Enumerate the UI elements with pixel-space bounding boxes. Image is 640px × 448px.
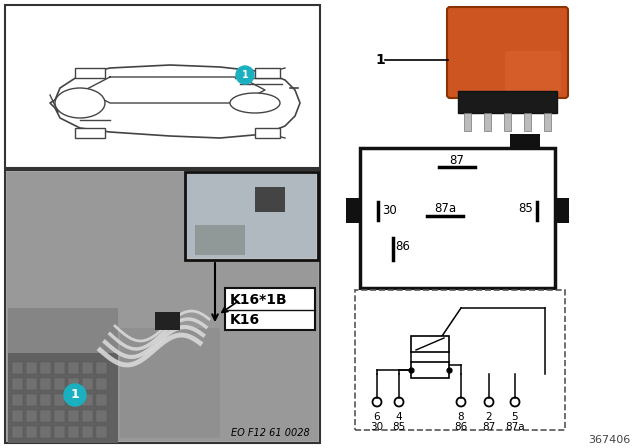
Bar [96,362,107,374]
Bar [54,410,65,422]
Text: 2: 2 [486,412,492,422]
Bar [484,113,491,131]
Bar [12,410,23,422]
Bar [54,394,65,406]
Bar [195,225,245,255]
Bar [82,426,93,438]
Bar [8,358,88,438]
Bar [544,113,551,131]
Bar [96,378,107,390]
Bar [187,174,316,258]
Bar [346,198,360,223]
Bar [555,198,569,223]
Bar [96,394,107,406]
Circle shape [236,66,254,84]
Bar [40,394,51,406]
Bar [120,328,220,438]
Ellipse shape [55,88,105,118]
Bar [185,172,318,260]
FancyBboxPatch shape [505,51,561,92]
Polygon shape [75,128,105,138]
Bar [82,362,93,374]
Text: 1: 1 [242,70,248,80]
Bar [510,134,540,148]
Bar [68,410,79,422]
Bar [82,378,93,390]
Bar [40,378,51,390]
Text: K16: K16 [230,313,260,327]
Bar [5,5,320,168]
Text: 5: 5 [512,412,518,422]
Bar [40,410,51,422]
Bar [458,91,557,113]
Bar [360,148,555,288]
Text: 8: 8 [458,412,464,422]
Text: 1: 1 [375,53,385,67]
Bar [8,353,118,443]
Bar [7,172,318,441]
Text: 85: 85 [518,202,533,215]
Text: 367406: 367406 [588,435,630,445]
Polygon shape [255,68,280,78]
Bar [68,378,79,390]
Bar [54,362,65,374]
Bar [26,378,37,390]
Bar [40,426,51,438]
Bar [255,187,285,212]
Bar [464,113,471,131]
Bar [225,288,315,330]
Bar [54,426,65,438]
Text: 30: 30 [382,203,397,216]
Text: 86: 86 [454,422,468,432]
Bar [5,170,320,443]
Bar [12,426,23,438]
Text: 87a: 87a [505,422,525,432]
Bar [411,336,449,352]
Bar [12,378,23,390]
Bar [82,410,93,422]
Text: 87: 87 [449,154,465,167]
Bar [12,394,23,406]
Text: 1: 1 [70,388,79,401]
Bar [355,290,565,430]
Bar [54,378,65,390]
Bar [68,394,79,406]
Bar [68,362,79,374]
Circle shape [64,384,86,406]
Bar [504,113,511,131]
Bar [12,362,23,374]
Bar [68,426,79,438]
Text: 87a: 87a [434,202,456,215]
Ellipse shape [230,93,280,113]
Bar [26,394,37,406]
Text: 85: 85 [392,422,406,432]
Text: K16*1B: K16*1B [230,293,287,307]
Bar [26,410,37,422]
Bar [155,312,180,330]
Bar [411,362,449,378]
Text: 86: 86 [395,240,410,253]
Bar [96,410,107,422]
Text: 6: 6 [374,412,380,422]
Text: 87: 87 [483,422,495,432]
Bar [96,426,107,438]
Bar [8,308,118,438]
Bar [26,362,37,374]
Bar [524,113,531,131]
Bar [82,394,93,406]
Text: 30: 30 [371,422,383,432]
Text: EO F12 61 0028: EO F12 61 0028 [231,428,310,438]
Polygon shape [255,128,280,138]
Bar [26,426,37,438]
Bar [40,362,51,374]
Text: 4: 4 [396,412,403,422]
Polygon shape [75,68,105,78]
FancyBboxPatch shape [447,7,568,98]
